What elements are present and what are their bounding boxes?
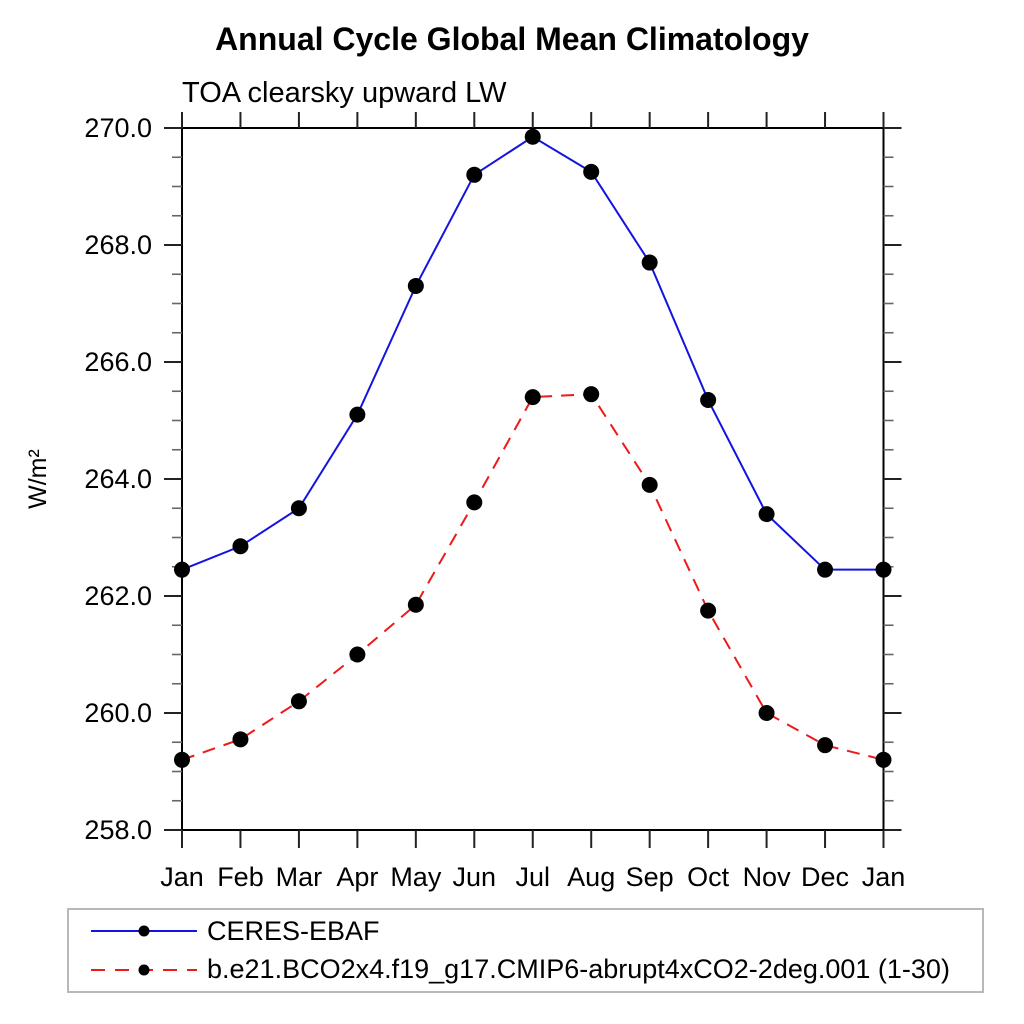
x-tick-label: Jun: [453, 862, 497, 892]
data-point: [875, 561, 892, 578]
plot-box: [181, 127, 885, 831]
data-point: [641, 476, 658, 493]
legend-label: CERES-EBAF: [207, 915, 380, 946]
series-line-1: [181, 393, 884, 761]
data-point: [349, 646, 366, 663]
data-point: [583, 163, 600, 180]
legend-line-sample-dashed: [91, 964, 197, 976]
data-point: [700, 392, 717, 409]
data-point: [583, 386, 600, 403]
x-tick-label: Nov: [743, 862, 792, 892]
x-tick-label: Mar: [276, 862, 323, 892]
data-point: [232, 538, 249, 555]
x-tick-label: Jan: [862, 862, 906, 892]
chart-subtitle: TOA clearsky upward LW: [182, 77, 507, 109]
x-tick-label: Jan: [160, 862, 204, 892]
data-point: [232, 731, 249, 748]
legend-item-ceres-ebaf: CERES-EBAF: [83, 912, 982, 951]
data-point: [758, 705, 775, 721]
y-tick-label: 266.0: [84, 347, 152, 377]
data-series: [174, 128, 892, 768]
y-tick-label: 260.0: [84, 698, 152, 728]
data-point: [466, 494, 483, 511]
data-point: [817, 561, 834, 578]
data-point: [290, 500, 307, 517]
x-tick-label: Apr: [336, 862, 378, 892]
data-point: [466, 166, 483, 183]
data-point: [407, 596, 424, 613]
legend-label: b.e21.BCO2x4.f19_g17.CMIP6-abrupt4xCO2-2…: [207, 954, 950, 985]
x-tick-label: Jul: [515, 862, 550, 892]
x-tick-label: Aug: [567, 862, 615, 892]
data-point: [875, 751, 892, 768]
data-point: [174, 561, 190, 578]
legend: CERES-EBAF b.e21.BCO2x4.f19_g17.CMIP6-ab…: [67, 908, 984, 993]
y-axis-label: W/m²: [24, 449, 52, 509]
data-point: [524, 128, 541, 145]
y-tick-label: 262.0: [84, 581, 152, 611]
axes: 258.0 260.0 262.0 264.0 266.0 268.0 270.0 Jan Fe…: [84, 112, 905, 892]
data-point: [641, 254, 658, 271]
y-tick-label: 258.0: [84, 815, 152, 845]
legend-item-model-run: b.e21.BCO2x4.f19_g17.CMIP6-abrupt4xCO2-2…: [83, 951, 982, 990]
data-point: [349, 406, 366, 423]
data-point: [817, 737, 834, 754]
y-tick-label: 268.0: [84, 230, 152, 260]
data-point: [700, 602, 717, 619]
y-tick-label: 270.0: [84, 113, 152, 143]
x-tick-label: Dec: [801, 862, 849, 892]
y-tick-label: 264.0: [84, 464, 152, 494]
data-point: [174, 751, 190, 768]
data-point: [758, 506, 775, 523]
legend-line-sample-solid: [91, 925, 197, 937]
x-tick-label: Oct: [687, 862, 730, 892]
x-tick-label: Sep: [626, 862, 674, 892]
data-point: [407, 277, 424, 294]
data-point: [290, 693, 307, 710]
x-tick-label: Feb: [217, 862, 264, 892]
series-line-0: [181, 135, 884, 571]
data-point: [524, 389, 541, 406]
chart-title: Annual Cycle Global Mean Climatology: [215, 21, 809, 57]
x-tick-label: May: [390, 862, 442, 892]
